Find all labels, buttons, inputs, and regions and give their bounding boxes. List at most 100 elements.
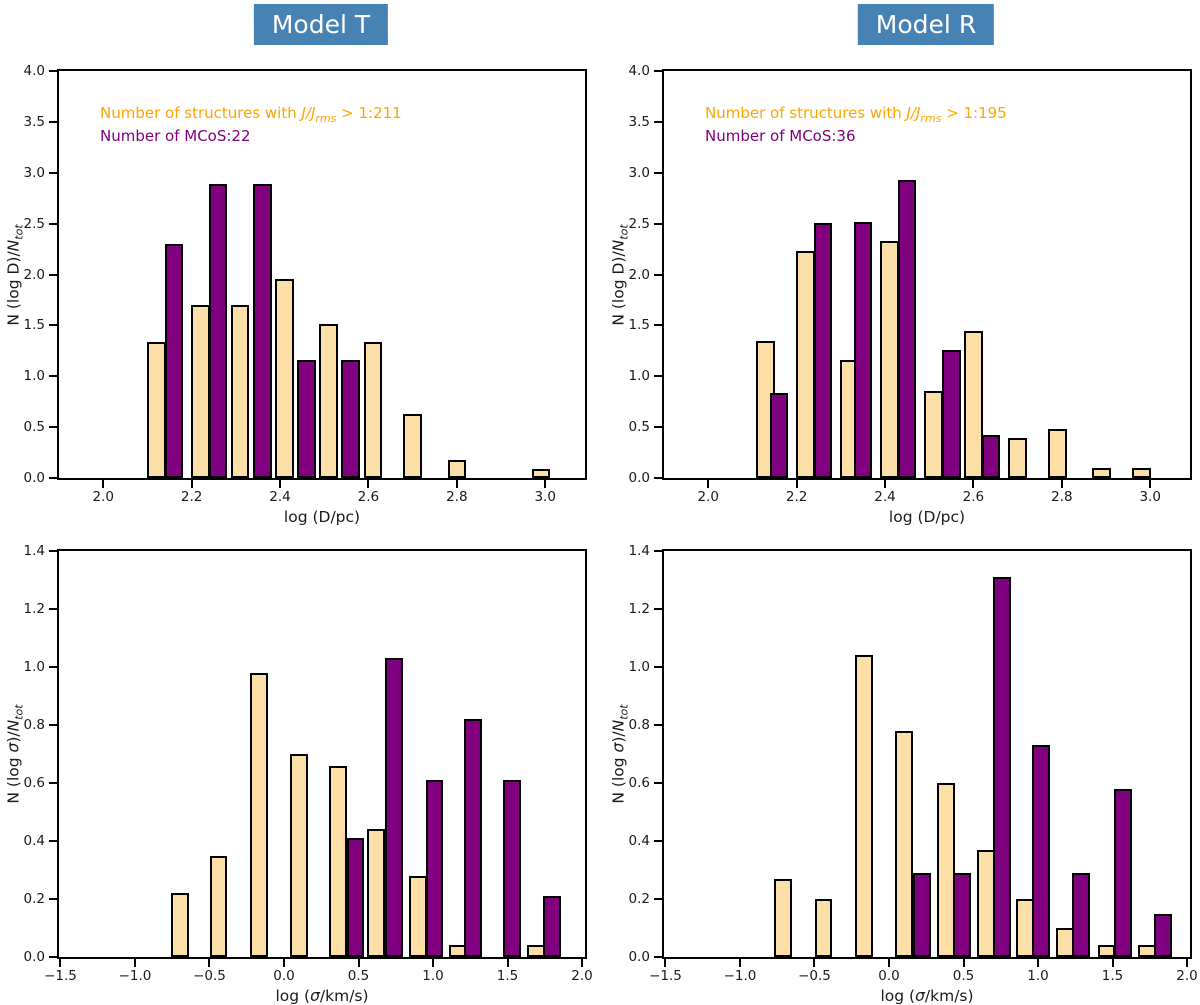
y-tick-label: 2.0 [23,266,45,283]
bar-mcos [953,872,971,957]
x-tick [59,959,62,967]
bar-structures [1048,429,1067,478]
y-axis-label: N (log σ)/Ntot [4,704,26,804]
y-tick-label: 0.5 [628,419,650,436]
bar-mcos [813,222,833,478]
bar-structures [895,730,913,957]
x-tick-label: 2.2 [180,489,203,505]
x-tick-label: 1.5 [1101,968,1124,984]
x-tick [795,480,798,488]
bar-structures [880,240,899,478]
y-tick [49,273,57,276]
x-tick [1149,480,1152,488]
y-tick-label: 0.2 [23,891,45,907]
annotation-mcos-count: Number of MCoS:22 [100,127,251,145]
bar-structures [409,875,428,957]
y-tick-label: 1.4 [628,543,650,559]
panel-0: 2.0 2.2 2.4 2.6 2.8 3.0 0.0 0.5 1.0 1.5 2.0 2.5 3.0 3… [4,63,587,526]
x-tick [738,959,741,967]
bar-structures [328,765,347,957]
y-tick [654,782,662,784]
y-tick-label: 3.0 [23,164,45,181]
x-axis-label: log (D/pc) [888,508,966,526]
x-tick [972,480,975,488]
x-tick-label: 2.4 [269,489,291,505]
y-tick-label: 1.0 [628,368,650,385]
bar-mcos [993,577,1012,957]
bar-mcos [912,872,931,957]
x-axis-label: log (σ/km/s) [880,987,974,1005]
y-tick-label: 0.4 [628,833,650,849]
bar-mcos [164,244,184,478]
y-tick-label: 0.6 [628,775,650,791]
bar-mcos [1072,872,1091,957]
y-tick-label: 3.5 [628,113,650,130]
y-tick [654,375,662,378]
bar-structures [147,341,166,478]
bar-mcos [297,360,316,478]
panel-3: −1.5 −1.0 −0.5 0.0 0.5 1.0 1.5 2.0 0.0 0.2 0.4 0.6 0… [609,543,1197,1005]
bar-structures [290,754,308,957]
y-tick-label: 1.0 [23,659,45,675]
y-tick [654,956,662,958]
y-tick [49,426,57,429]
bar-mcos [1032,745,1050,957]
x-tick-label: 0.5 [347,968,370,984]
y-tick-label: 1.5 [23,317,45,334]
bar-structures [447,459,467,478]
y-tick [49,171,57,174]
x-tick-label: 2.8 [1051,489,1073,505]
bar-structures [924,390,943,478]
bar-structures [191,305,210,478]
bar-structures [249,672,268,957]
x-tick-label: 2.6 [962,489,985,505]
y-tick-label: 1.0 [628,659,650,675]
y-axis-label: N (log D)/Ntot [609,223,631,326]
bar-structures [526,945,545,957]
y-tick [654,898,662,900]
y-tick [49,608,57,610]
y-tick [49,120,57,123]
y-tick-label: 0.8 [23,717,45,733]
x-tick [133,959,136,967]
bar-structures [1092,467,1111,478]
bar-mcos [897,179,917,478]
x-tick-label: −0.5 [798,968,831,984]
bar-structures [319,324,338,478]
model-t-title: Model T [253,4,389,45]
bar-structures [367,829,386,957]
bar-structures [936,783,955,957]
bar-structures [1097,945,1116,957]
y-tick [654,120,662,123]
x-tick-label: 2.0 [92,489,114,505]
x-tick [432,959,434,967]
y-tick [49,375,57,378]
bar-structures [403,413,422,478]
x-tick [367,480,370,488]
y-tick [49,222,57,225]
x-tick [544,480,547,488]
x-tick [813,959,816,967]
x-tick [102,480,105,488]
x-tick [884,480,886,488]
y-tick-label: 0.8 [628,717,650,733]
x-tick-label: 2.0 [1176,968,1198,984]
y-tick [654,840,662,842]
bar-mcos [464,719,483,957]
x-tick-label: −1.5 [649,968,682,984]
x-tick-label: 1.0 [1027,968,1049,984]
x-tick-label: 2.0 [697,489,719,505]
y-tick-label: 3.0 [628,164,650,181]
x-tick [664,959,667,967]
y-tick-label: 0.0 [23,470,45,486]
x-tick [208,959,211,967]
y-tick-label: 4.0 [628,63,650,79]
bar-mcos [853,221,873,478]
y-tick-label: 1.0 [23,368,45,385]
bar-mcos [981,435,1001,478]
y-tick-label: 2.0 [628,266,650,283]
x-tick-label: 2.2 [785,489,808,505]
x-tick [707,480,710,488]
bar-structures [774,878,793,957]
bar-mcos [253,183,272,478]
